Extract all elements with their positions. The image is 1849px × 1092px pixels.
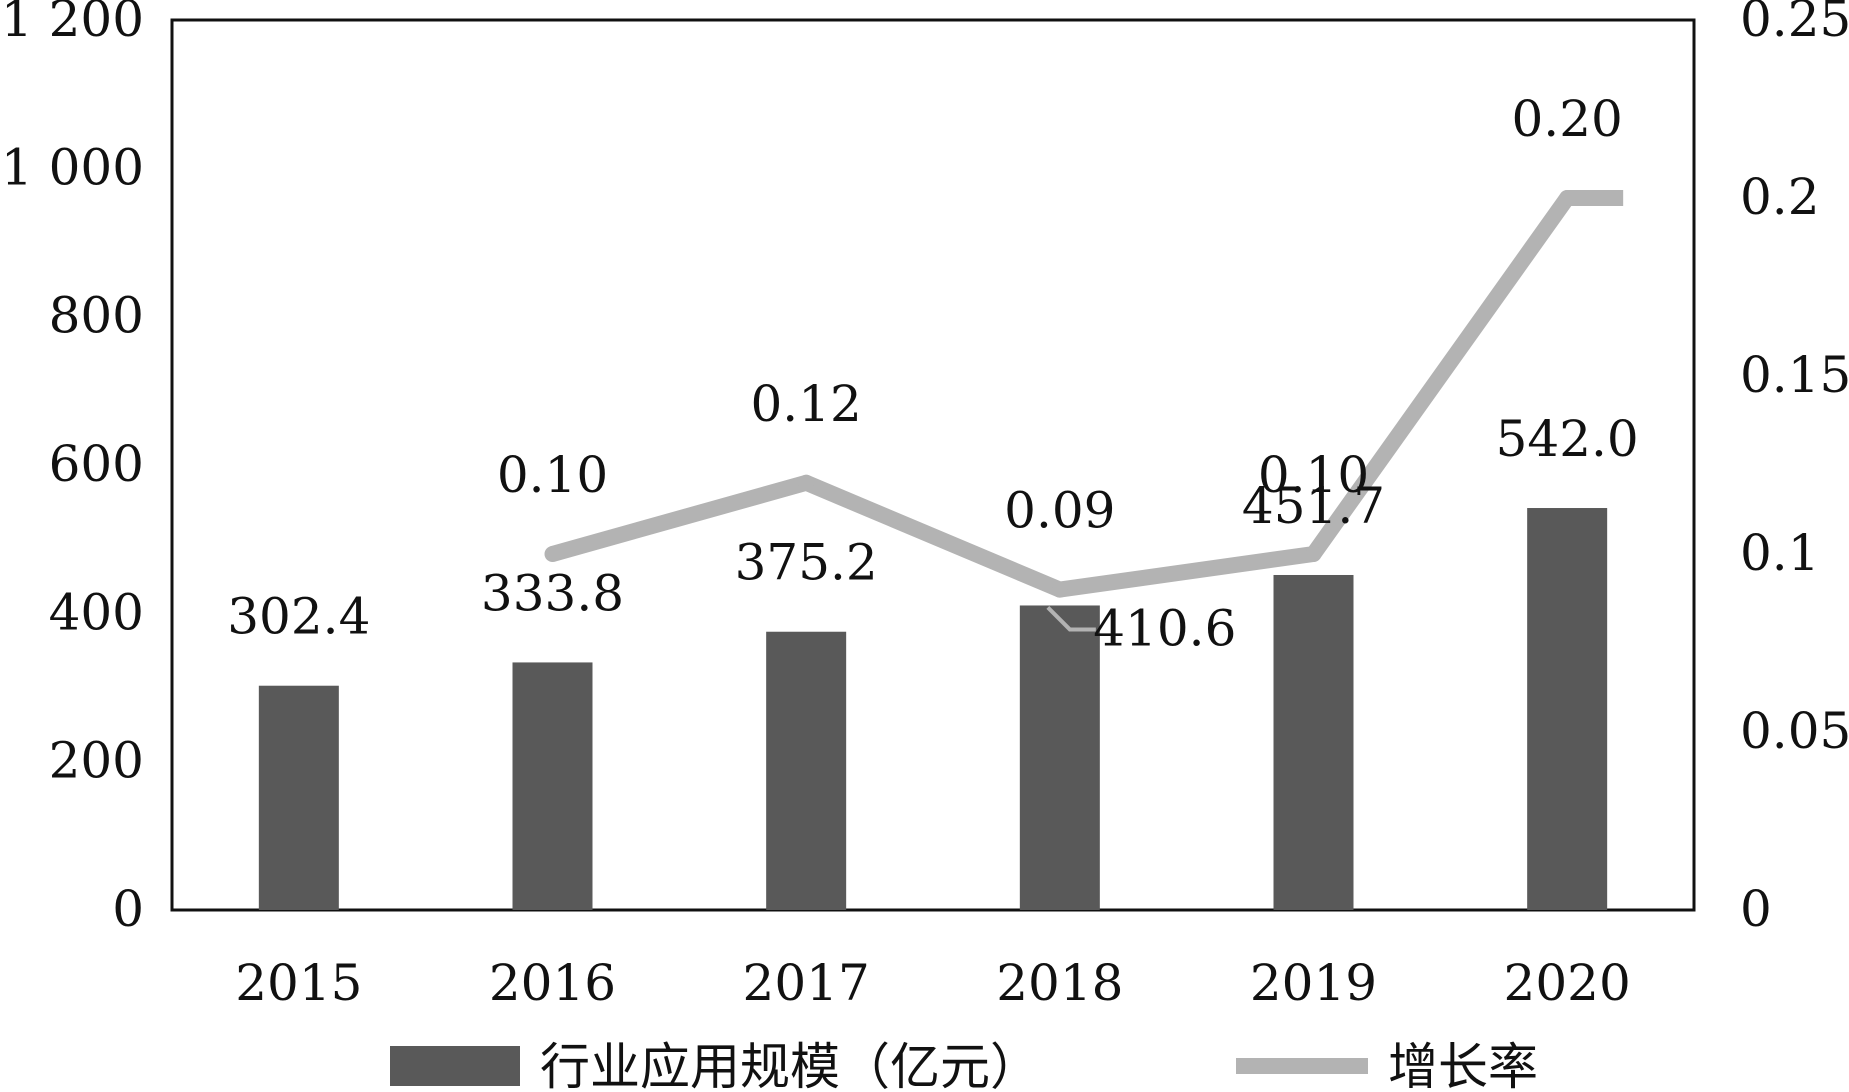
left-tick-label: 200 xyxy=(49,732,144,790)
legend-bar-label: 行业应用规模（亿元） xyxy=(540,1038,1040,1092)
right-y-axis: 0 0.05 0.1 0.15 0.2 0.25 xyxy=(1740,0,1849,938)
left-tick-label: 0 xyxy=(112,880,144,938)
bar-value-label: 333.8 xyxy=(481,564,624,622)
left-tick-label: 800 xyxy=(49,287,144,345)
left-y-axis: 0 200 400 600 800 1 000 1 200 xyxy=(1,0,144,938)
growth-line xyxy=(550,190,1624,598)
left-tick-label: 600 xyxy=(49,435,144,493)
right-tick-label: 0.1 xyxy=(1740,524,1820,582)
bar-2017 xyxy=(766,631,847,910)
growth-value-label: 0.10 xyxy=(1258,446,1369,504)
x-tick-label: 2016 xyxy=(489,954,616,1012)
x-tick-label: 2018 xyxy=(996,954,1123,1012)
right-tick-label: 0.15 xyxy=(1740,346,1849,404)
growth-point-2018 xyxy=(1051,581,1068,598)
legend-bar-swatch xyxy=(390,1046,520,1086)
bar-value-label: 410.6 xyxy=(1093,599,1236,657)
growth-point-2020 xyxy=(1559,190,1576,206)
growth-value-label: 0.20 xyxy=(1512,90,1623,148)
bar-2015 xyxy=(258,685,339,910)
legend-line-label: 增长率 xyxy=(1388,1038,1538,1092)
right-tick-label: 0.2 xyxy=(1740,168,1820,226)
legend-line-swatch xyxy=(1236,1058,1368,1074)
left-tick-label: 1 000 xyxy=(1,138,144,196)
bar-2020 xyxy=(1527,508,1608,910)
left-tick-label: 400 xyxy=(49,583,144,641)
right-tick-label: 0.25 xyxy=(1740,0,1849,48)
bar-series xyxy=(258,508,1608,910)
growth-value-label: 0.09 xyxy=(1004,482,1115,540)
bar-2016 xyxy=(512,662,593,910)
right-tick-label: 0.05 xyxy=(1740,702,1849,760)
growth-line-series xyxy=(544,190,1624,598)
x-tick-label: 2020 xyxy=(1504,954,1631,1012)
bar-value-label: 375.2 xyxy=(735,534,878,592)
bar-2018 xyxy=(1019,605,1100,910)
x-tick-label: 2015 xyxy=(235,954,362,1012)
growth-point-2016 xyxy=(544,546,561,562)
left-tick-label: 1 200 xyxy=(1,0,144,48)
leader-line xyxy=(1046,606,1096,632)
growth-point-2019 xyxy=(1305,546,1322,562)
bar-value-label: 302.4 xyxy=(227,588,370,646)
bar-value-label: 451.7 xyxy=(1242,477,1385,535)
plot-frame xyxy=(170,18,1696,912)
right-tick-label: 0 xyxy=(1740,880,1772,938)
bar-value-label: 542.0 xyxy=(1496,410,1639,468)
x-axis: 2015 2016 2017 2018 2019 2020 xyxy=(235,954,1631,1012)
bar-data-labels: 302.4 333.8 375.2 410.6 451.7 542.0 xyxy=(227,410,1638,657)
line-data-labels: 0.10 0.12 0.09 0.10 0.20 xyxy=(497,90,1623,540)
x-tick-label: 2017 xyxy=(743,954,870,1012)
x-tick-label: 2019 xyxy=(1250,954,1377,1012)
legend: 行业应用规模（亿元） 增长率 xyxy=(390,1038,1538,1092)
bar-2019 xyxy=(1273,574,1354,910)
growth-value-label: 0.10 xyxy=(497,446,608,504)
growth-point-2017 xyxy=(798,474,815,491)
growth-value-label: 0.12 xyxy=(751,375,862,433)
